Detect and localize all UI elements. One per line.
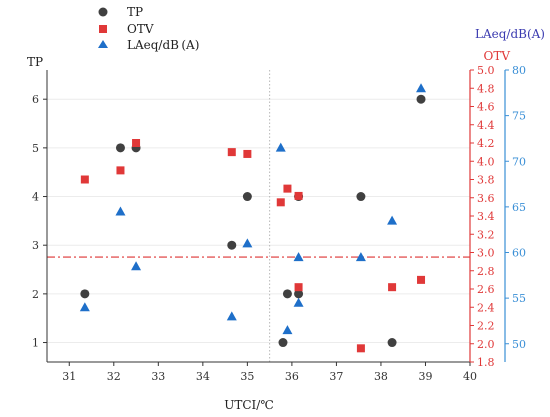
otv-point — [417, 275, 426, 284]
x-tick-label: 34 — [196, 370, 210, 383]
otv-point — [276, 198, 285, 207]
otv-point — [243, 149, 252, 158]
otv-tick-label: 3.6 — [477, 192, 495, 205]
legend-marker-laeq — [98, 40, 108, 48]
legend-marker-tp — [98, 7, 108, 17]
tp-point — [356, 192, 366, 202]
otv-point — [80, 175, 89, 184]
tp-point — [115, 143, 125, 153]
laeq-point — [275, 142, 286, 152]
laeq-point — [416, 83, 427, 93]
x-tick-label: 35 — [240, 370, 254, 383]
x-tick-label: 39 — [418, 370, 432, 383]
laeq-point — [282, 325, 293, 335]
right-axis-title-laeq: LAeq/dB(A) — [475, 27, 545, 41]
laeq-tick-label: 55 — [512, 292, 526, 305]
tp-point — [282, 289, 292, 299]
laeq-point — [79, 302, 90, 312]
otv-tick-label: 2.2 — [477, 320, 495, 333]
x-tick-label: 33 — [151, 370, 165, 383]
laeq-point — [242, 238, 253, 248]
otv-tick-label: 4.4 — [477, 119, 495, 132]
laeq-tick-label: 65 — [512, 201, 526, 214]
x-tick-label: 40 — [463, 370, 477, 383]
otv-point — [116, 166, 125, 175]
x-tick-label: 37 — [329, 370, 343, 383]
laeq-tick-label: 50 — [512, 338, 526, 351]
otv-tick-label: 1.8 — [477, 356, 495, 369]
tp-point — [416, 94, 426, 104]
otv-point — [283, 184, 292, 193]
laeq-point — [293, 252, 304, 262]
otv-tick-label: 4.2 — [477, 137, 495, 150]
tp-point — [294, 289, 304, 299]
left-tick-label: 2 — [32, 288, 39, 301]
tp-point — [387, 338, 397, 348]
legend-label-laeq: LAeq/dB (A) — [127, 38, 199, 52]
tp-point — [227, 240, 237, 250]
otv-point — [294, 191, 303, 200]
laeq-tick-label: 80 — [512, 64, 526, 77]
left-tick-label: 5 — [32, 142, 39, 155]
laeq-point — [131, 261, 142, 271]
otv-point — [227, 148, 236, 157]
otv-tick-label: 4.6 — [477, 101, 495, 114]
laeq-point — [387, 215, 398, 225]
laeq-tick-label: 75 — [512, 110, 526, 123]
laeq-point — [226, 311, 237, 321]
otv-point — [356, 344, 365, 353]
left-axis-title: TP — [27, 55, 43, 69]
left-tick-label: 3 — [32, 239, 39, 252]
laeq-point — [355, 252, 366, 262]
laeq-tick-label: 60 — [512, 247, 526, 260]
left-tick-label: 1 — [32, 337, 39, 350]
otv-tick-label: 2.8 — [477, 265, 495, 278]
otv-tick-label: 4.0 — [477, 155, 495, 168]
legend-marker-otv — [99, 25, 107, 33]
otv-tick-label: 3.0 — [477, 247, 495, 260]
tp-point — [278, 338, 288, 348]
tp-point — [80, 289, 90, 299]
x-tick-label: 36 — [285, 370, 299, 383]
otv-tick-label: 2.0 — [477, 338, 495, 351]
otv-point — [132, 139, 141, 147]
tp-point — [242, 192, 252, 202]
x-axis-title: UTCI/℃ — [224, 398, 274, 412]
legend-label-otv: OTV — [127, 22, 154, 36]
laeq-point — [115, 206, 126, 216]
otv-tick-label: 3.2 — [477, 228, 495, 241]
otv-tick-label: 5.0 — [477, 64, 495, 77]
left-tick-label: 4 — [32, 191, 39, 204]
otv-tick-label: 2.6 — [477, 283, 495, 296]
x-tick-label: 38 — [374, 370, 388, 383]
x-tick-label: 31 — [62, 370, 76, 383]
otv-point — [388, 283, 397, 292]
right-axis-title-otv: OTV — [483, 49, 510, 63]
left-tick-label: 6 — [32, 93, 39, 106]
otv-point — [294, 283, 303, 292]
x-tick-label: 32 — [107, 370, 121, 383]
laeq-tick-label: 70 — [512, 155, 526, 168]
legend-label-tp: TP — [127, 5, 143, 19]
otv-tick-label: 4.8 — [477, 82, 495, 95]
legend: TP OTV LAeq/dB (A) — [98, 5, 199, 52]
laeq-point — [293, 297, 304, 307]
otv-tick-label: 2.4 — [477, 301, 495, 314]
otv-tick-label: 3.8 — [477, 174, 495, 187]
otv-tick-label: 3.4 — [477, 210, 495, 223]
